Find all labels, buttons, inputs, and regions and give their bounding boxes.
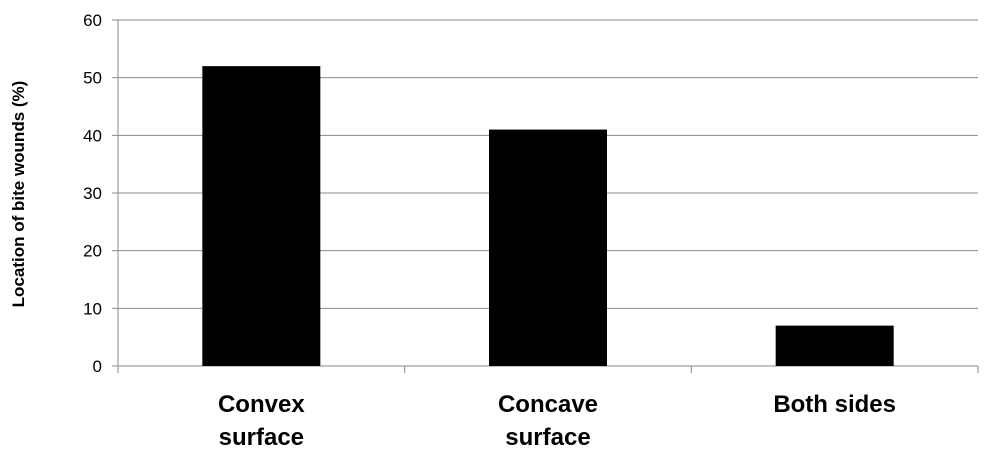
x-category-labels: Convex surface Concave surface Both sides (218, 391, 896, 451)
y-tick-label: 20 (83, 242, 102, 261)
y-tick-label: 60 (83, 11, 102, 30)
x-category-label: Concave surface (498, 391, 598, 451)
y-axis-title: Location of bite wounds (%) (9, 81, 28, 308)
y-tick-labels: 0 10 20 30 40 50 60 (83, 11, 102, 376)
bars (202, 66, 894, 366)
y-tick-label: 0 (93, 357, 102, 376)
x-category-label: Both sides (773, 391, 896, 418)
y-tick-label: 50 (83, 69, 102, 88)
x-category-label: Convex surface (218, 391, 305, 451)
bar-convex-surface (202, 66, 321, 366)
bar-both-sides (775, 325, 894, 366)
y-tick-label: 30 (83, 184, 102, 203)
y-tick-label: 40 (83, 126, 102, 145)
y-tick-label: 10 (83, 299, 102, 318)
bar-concave-surface (489, 129, 607, 366)
